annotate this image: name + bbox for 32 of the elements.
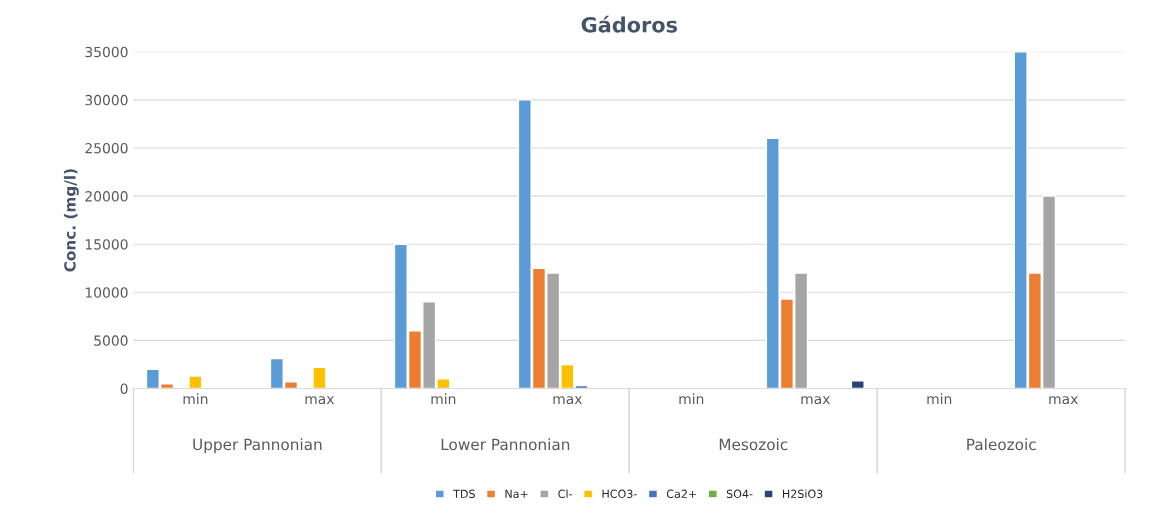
bar <box>312 366 327 389</box>
x-tick-label: min <box>679 393 704 404</box>
bar <box>850 380 865 389</box>
y-tick-label: 20000 <box>85 191 128 202</box>
x-tick-label: max <box>1049 396 1078 405</box>
legend-label: TDS <box>453 489 475 499</box>
text: Paleozoic <box>967 438 1036 451</box>
y-tick-label: 10000 <box>85 287 128 298</box>
y-tick-label: 25000 <box>85 142 128 154</box>
legend-label: H2SiO3 <box>782 489 823 499</box>
x-tick-label: min <box>927 393 952 404</box>
text: Upper Pannonian <box>193 438 322 454</box>
x-tick-label: min <box>431 393 456 404</box>
y-tick-label: 15000 <box>85 239 128 250</box>
x-tick-label: max <box>305 396 335 405</box>
x-tick-label: max <box>553 396 582 405</box>
legend-label: Ca2+ <box>666 489 697 499</box>
x-tick-label: max <box>801 396 830 405</box>
y-tick-label: 30000 <box>85 94 128 106</box>
chart-title: Gádoros <box>581 15 677 33</box>
bar <box>188 375 203 389</box>
y-tick-label: 35000 <box>85 46 128 58</box>
y-tick-label: 0 <box>120 383 128 394</box>
legend-label: SO4- <box>726 489 753 499</box>
legend-label: Cl- <box>558 489 573 499</box>
y-tick-label: 5000 <box>94 335 128 346</box>
y-axis-title: Conc. (mg/l) <box>63 169 79 272</box>
text: Lower Pannonian <box>441 438 570 451</box>
text: Mesozoic <box>719 438 788 451</box>
legend-label: Na+ <box>505 489 528 499</box>
legend-label: HCO3- <box>602 489 637 499</box>
x-tick-label: min <box>183 393 208 404</box>
